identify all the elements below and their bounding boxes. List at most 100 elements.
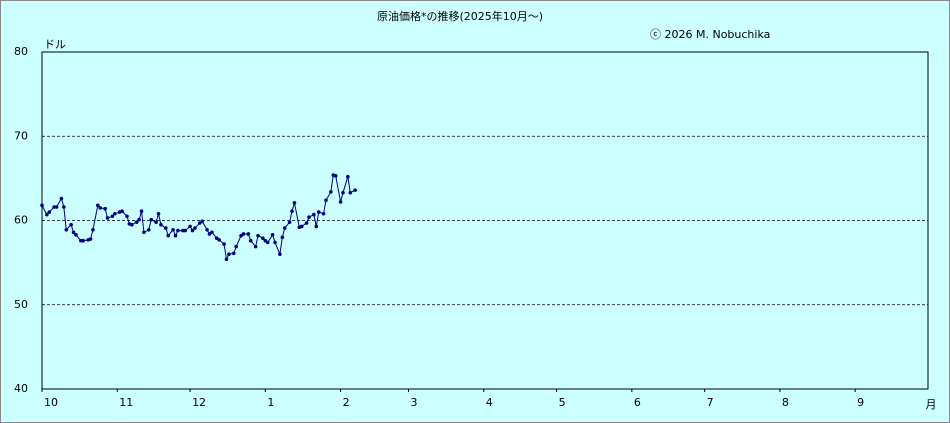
data-point bbox=[154, 220, 158, 224]
data-point bbox=[346, 174, 350, 179]
data-point bbox=[205, 227, 209, 232]
y-tick-label: 60 bbox=[14, 214, 28, 227]
x-tick-label: 7 bbox=[707, 396, 714, 409]
data-point bbox=[246, 232, 251, 236]
data-point bbox=[130, 222, 134, 227]
data-point bbox=[348, 190, 353, 195]
data-point bbox=[81, 238, 86, 243]
data-point bbox=[47, 210, 52, 214]
data-point bbox=[341, 190, 345, 195]
data-point bbox=[183, 228, 188, 233]
data-point bbox=[163, 226, 168, 230]
data-point bbox=[139, 209, 144, 214]
data-point bbox=[98, 206, 103, 210]
data-point bbox=[333, 174, 338, 178]
data-point bbox=[176, 228, 180, 233]
data-point bbox=[304, 221, 309, 225]
data-point bbox=[113, 211, 117, 216]
data-point bbox=[96, 203, 100, 208]
data-point bbox=[307, 215, 311, 219]
data-point bbox=[280, 235, 285, 240]
data-point bbox=[324, 198, 328, 203]
data-point bbox=[248, 238, 253, 243]
x-tick-label: 10 bbox=[44, 396, 58, 409]
data-point bbox=[147, 227, 151, 232]
data-point bbox=[278, 252, 282, 256]
data-point bbox=[91, 227, 95, 232]
data-point bbox=[149, 217, 154, 222]
data-point bbox=[312, 212, 316, 217]
y-axis-label: ドル bbox=[44, 38, 66, 51]
data-point bbox=[210, 230, 214, 235]
data-point bbox=[316, 210, 321, 214]
data-point bbox=[273, 240, 277, 245]
data-point bbox=[74, 233, 78, 237]
x-tick-label: 1 bbox=[267, 396, 274, 409]
data-point bbox=[299, 224, 304, 229]
data-point bbox=[88, 237, 93, 241]
data-point bbox=[261, 236, 265, 240]
x-tick-label: 12 bbox=[192, 396, 206, 409]
x-tick-label: 11 bbox=[119, 396, 133, 409]
x-tick-label: 6 bbox=[634, 396, 641, 409]
data-point bbox=[227, 252, 231, 256]
data-point bbox=[190, 228, 195, 233]
data-point bbox=[222, 242, 226, 246]
data-point bbox=[231, 251, 236, 256]
data-point bbox=[241, 232, 246, 236]
data-point bbox=[103, 206, 107, 211]
data-point bbox=[62, 205, 66, 209]
x-tick-label: 4 bbox=[486, 396, 493, 409]
data-point bbox=[188, 224, 192, 229]
data-point bbox=[142, 230, 146, 235]
data-point bbox=[270, 233, 275, 237]
data-point bbox=[200, 219, 205, 224]
data-point bbox=[125, 214, 129, 219]
data-point bbox=[54, 205, 59, 209]
data-point bbox=[69, 222, 73, 227]
data-point bbox=[265, 240, 270, 245]
data-point bbox=[234, 244, 238, 249]
x-tick-label: 2 bbox=[343, 396, 350, 409]
data-point bbox=[64, 227, 69, 232]
data-point bbox=[45, 212, 49, 217]
y-tick-label: 40 bbox=[14, 382, 28, 395]
x-tick-label: 3 bbox=[411, 396, 418, 409]
data-point bbox=[314, 224, 319, 229]
data-point bbox=[71, 230, 76, 235]
data-point bbox=[282, 226, 287, 230]
data-point bbox=[137, 217, 141, 222]
data-point bbox=[256, 233, 260, 238]
y-tick-label: 80 bbox=[14, 45, 28, 58]
chart-title: 原油価格*の推移(2025年10月～) bbox=[377, 9, 543, 23]
data-point bbox=[290, 209, 294, 214]
data-point bbox=[171, 227, 175, 232]
data-point bbox=[338, 200, 343, 204]
data-point bbox=[193, 226, 197, 230]
copyright: ⓒ 2026 M. Nobuchika bbox=[650, 28, 770, 41]
data-point bbox=[217, 238, 221, 242]
y-tick-label: 50 bbox=[14, 298, 28, 311]
data-point bbox=[253, 244, 258, 249]
data-point bbox=[166, 233, 171, 238]
data-point bbox=[110, 214, 115, 219]
data-point bbox=[120, 209, 124, 214]
data-point bbox=[292, 201, 297, 205]
data-point bbox=[40, 203, 44, 208]
data-point bbox=[321, 211, 326, 216]
x-tick-label: 5 bbox=[559, 396, 566, 409]
x-axis-label: 月 bbox=[926, 398, 937, 411]
data-point bbox=[287, 220, 292, 224]
x-tick-label: 8 bbox=[782, 396, 789, 409]
data-point bbox=[156, 211, 161, 216]
data-point bbox=[224, 257, 229, 262]
data-point bbox=[105, 216, 110, 220]
y-tick-label: 70 bbox=[14, 129, 28, 142]
data-point bbox=[59, 196, 64, 201]
x-tick-label: 9 bbox=[857, 396, 864, 409]
data-point bbox=[329, 190, 333, 194]
data-point bbox=[134, 220, 139, 224]
data-point bbox=[353, 188, 357, 192]
